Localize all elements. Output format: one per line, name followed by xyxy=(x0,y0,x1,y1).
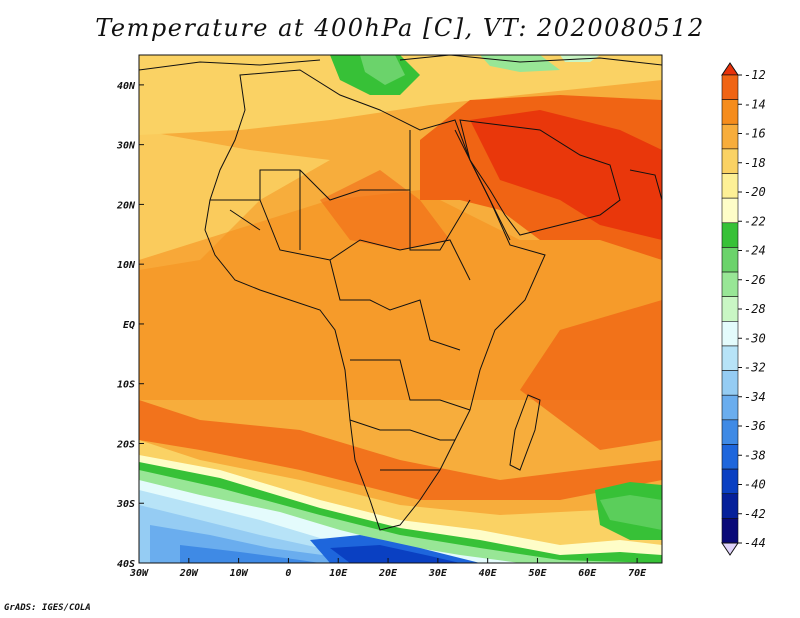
map-title: Temperature at 400hPa [C], VT: 202008051… xyxy=(95,14,705,42)
lon-tick-label: 20W xyxy=(179,568,199,579)
colorbar-label: -36 xyxy=(744,419,766,433)
temperature-field xyxy=(139,55,662,563)
coastlines xyxy=(139,55,662,531)
colorbar-label: -32 xyxy=(744,361,766,375)
colorbar: -12 -14 -16 -18 -20 -22 -24 -26 -28 -30 -32 -34 -36 -… xyxy=(721,62,766,556)
colorbar-label: -44 xyxy=(744,536,766,550)
colorbar-label: -28 xyxy=(744,302,766,316)
colorbar-swatch xyxy=(721,247,739,273)
colorbar-swatch xyxy=(721,468,739,495)
colorbar-swatch xyxy=(721,370,739,396)
lon-tick-label: 10E xyxy=(329,568,348,579)
lat-tick-label: 10S xyxy=(117,380,135,391)
plot-frame xyxy=(138,54,663,564)
colorbar-label: -42 xyxy=(744,507,766,521)
colorbar-swatch xyxy=(721,99,739,125)
lat-tick-label: 30N xyxy=(116,141,136,152)
colorbar-bottom-arrow xyxy=(721,542,739,556)
lat-tick-label: 10N xyxy=(117,260,136,271)
colorbar-top-arrow xyxy=(721,62,739,76)
colorbar-label: -24 xyxy=(744,244,766,258)
colorbar-swatch xyxy=(721,271,739,297)
colorbar-swatch xyxy=(721,444,739,470)
colorbar-swatch xyxy=(721,197,739,224)
longitude-axis: 30W 20W 10W 0 10E 20E 30E 40E 50E 60E 70E xyxy=(129,558,647,579)
lat-tick-label: 40S xyxy=(117,559,135,570)
lon-tick-label: 20E xyxy=(378,568,398,579)
colorbar-label: -30 xyxy=(744,331,766,345)
colorbar-swatch xyxy=(721,222,739,248)
lon-tick-label: 40E xyxy=(479,568,498,579)
lon-tick-label: 60E xyxy=(578,568,597,579)
lat-tick-label: 40N xyxy=(117,81,136,92)
colorbar-label: -38 xyxy=(744,448,766,462)
colorbar-label: -12 xyxy=(744,68,766,82)
colorbar-swatch xyxy=(721,173,739,199)
colorbar-label: -14 xyxy=(744,97,766,111)
colorbar-label: -34 xyxy=(744,390,766,404)
colorbar-swatch xyxy=(721,345,739,371)
colorbar-swatch xyxy=(721,148,739,174)
lon-tick-label: 10W xyxy=(230,568,249,579)
colorbar-swatch xyxy=(721,74,739,100)
colorbar-swatch xyxy=(721,493,739,519)
latitude-axis: 40N 30N 20N 10N EQ 10S 20S 30S 40S xyxy=(116,81,144,570)
colorbar-swatch xyxy=(721,518,739,544)
grads-credit: GrADS: IGES/COLA xyxy=(4,603,91,613)
colorbar-swatch xyxy=(721,419,739,445)
lat-tick-label: 20S xyxy=(116,439,135,450)
colorbar-label: -22 xyxy=(744,214,766,228)
lat-tick-label: 20N xyxy=(116,200,136,211)
colorbar-label: -16 xyxy=(744,127,766,141)
lon-tick-label: 70E xyxy=(628,568,647,579)
colorbar-label: -40 xyxy=(744,478,766,492)
colorbar-swatch xyxy=(721,321,739,347)
lat-tick-label: 30S xyxy=(116,499,135,510)
colorbar-swatch xyxy=(721,394,739,421)
colorbar-label: -18 xyxy=(744,156,766,170)
colorbar-label: -20 xyxy=(744,185,766,199)
lon-tick-label: 30W xyxy=(129,568,149,579)
lon-tick-label: 0 xyxy=(285,568,291,579)
lat-tick-label: EQ xyxy=(123,320,135,331)
colorbar-swatch xyxy=(721,123,739,150)
colorbar-label: -26 xyxy=(744,273,766,287)
lon-tick-label: 50E xyxy=(528,568,547,579)
lon-tick-label: 30E xyxy=(428,568,448,579)
colorbar-swatch xyxy=(721,296,739,322)
